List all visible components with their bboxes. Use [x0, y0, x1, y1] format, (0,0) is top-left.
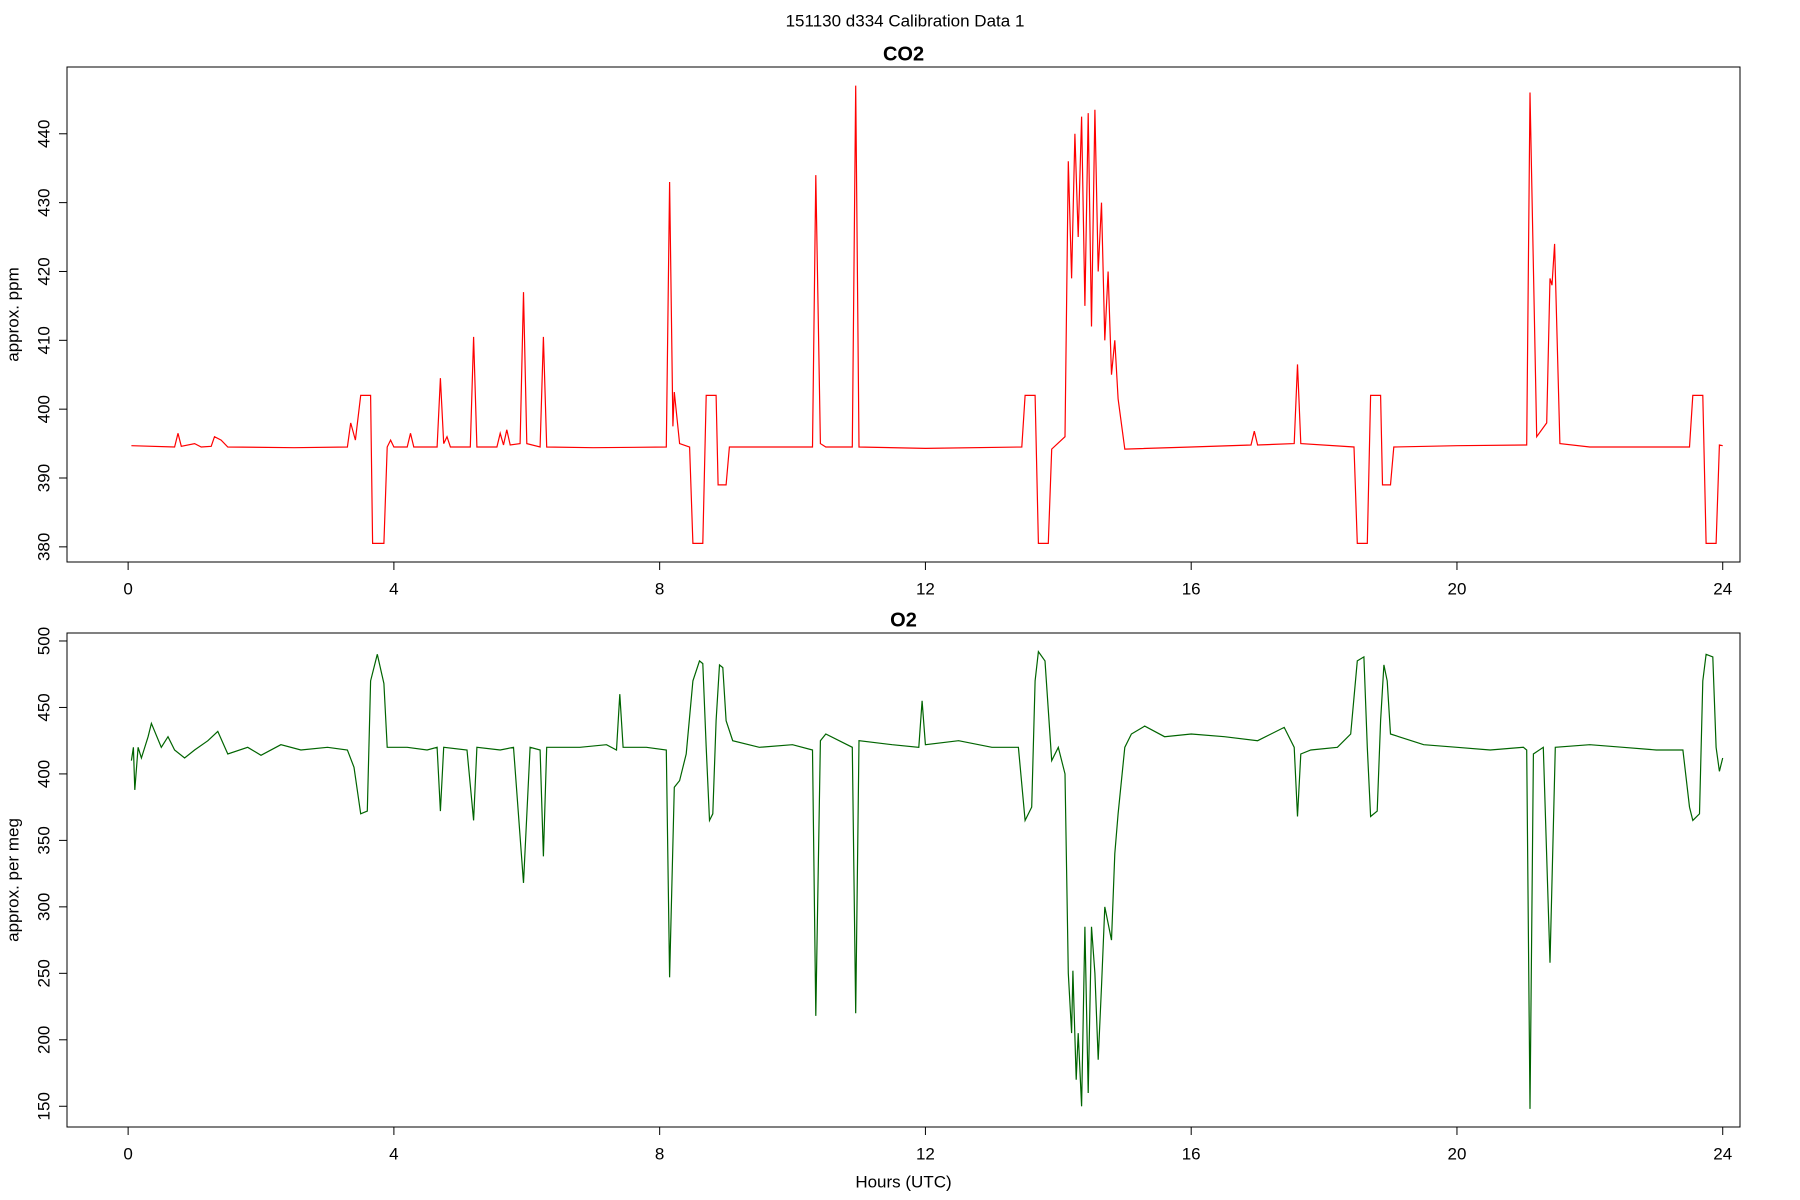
- y-tick-label: 500: [34, 627, 53, 655]
- x-tick-label: 0: [123, 579, 132, 598]
- x-tick-label: 20: [1447, 579, 1466, 598]
- x-tick-label: 4: [389, 1144, 398, 1163]
- y-tick-label: 420: [34, 257, 53, 285]
- y-tick-label: 250: [34, 959, 53, 987]
- y-tick-label: 430: [34, 188, 53, 216]
- panel-title: CO2: [883, 43, 924, 65]
- x-tick-label: 24: [1713, 1144, 1732, 1163]
- x-axis-label: Hours (UTC): [855, 1172, 951, 1191]
- x-tick-label: 16: [1182, 579, 1201, 598]
- y-tick-label: 150: [34, 1092, 53, 1120]
- y-tick-label: 400: [34, 760, 53, 788]
- x-tick-label: 8: [655, 1144, 664, 1163]
- data-line: [131, 85, 1723, 544]
- y-tick-label: 440: [34, 120, 53, 148]
- y-axis-label: approx. per meg: [3, 818, 22, 942]
- x-tick-label: 0: [123, 1144, 132, 1163]
- y-tick-label: 200: [34, 1026, 53, 1054]
- y-tick-label: 300: [34, 893, 53, 921]
- y-tick-label: 380: [34, 533, 53, 561]
- y-axis-label: approx. ppm: [3, 267, 22, 362]
- y-tick-label: 350: [34, 826, 53, 854]
- x-tick-label: 4: [389, 579, 398, 598]
- x-tick-label: 16: [1182, 1144, 1201, 1163]
- x-tick-label: 12: [916, 1144, 935, 1163]
- y-tick-label: 450: [34, 693, 53, 721]
- y-tick-label: 410: [34, 326, 53, 354]
- x-tick-label: 20: [1447, 1144, 1466, 1163]
- panel-title: O2: [890, 609, 917, 631]
- plot-box: [66, 632, 1741, 1128]
- figure-title: 151130 d334 Calibration Data 1: [786, 11, 1025, 30]
- x-tick-label: 8: [655, 579, 664, 598]
- y-tick-label: 400: [34, 395, 53, 423]
- x-tick-label: 12: [916, 579, 935, 598]
- data-line: [130, 649, 1724, 1109]
- x-tick-label: 24: [1713, 579, 1732, 598]
- plot-box: [66, 66, 1741, 563]
- y-tick-label: 390: [34, 464, 53, 492]
